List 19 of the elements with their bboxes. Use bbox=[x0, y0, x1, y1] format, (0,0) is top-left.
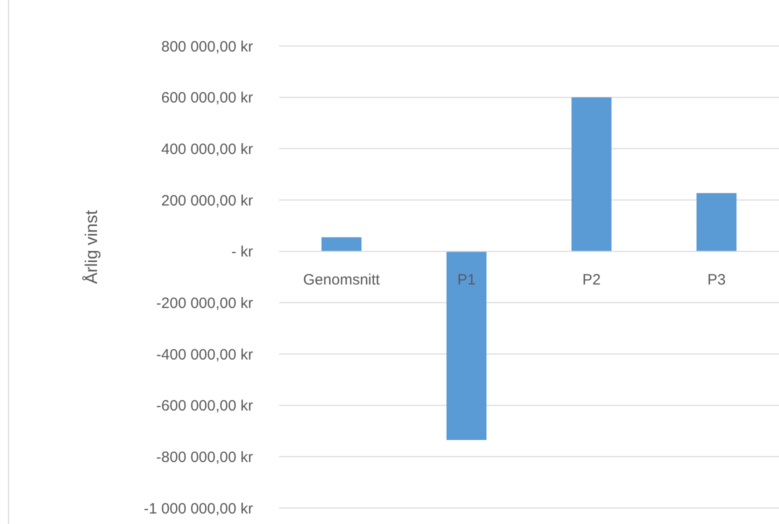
y-tick-label: 800 000,00 kr bbox=[161, 38, 253, 56]
bar bbox=[696, 193, 736, 252]
y-axis-title: Årlig vinst bbox=[82, 210, 101, 284]
bar bbox=[446, 251, 486, 440]
x-tick-label: Genomsnitt bbox=[303, 271, 381, 288]
y-tick-label: -400 000,00 kr bbox=[156, 346, 253, 364]
bar bbox=[572, 97, 612, 252]
x-tick-label: P1 bbox=[457, 271, 476, 288]
y-tick-label: -200 000,00 kr bbox=[156, 294, 253, 312]
x-tick-label: P2 bbox=[582, 271, 601, 288]
x-tick-label: P3 bbox=[707, 271, 726, 288]
y-tick-label: 200 000,00 kr bbox=[161, 192, 253, 210]
y-tick-label: 400 000,00 kr bbox=[161, 140, 253, 158]
y-tick-label: - kr bbox=[231, 244, 253, 261]
bar bbox=[322, 237, 362, 252]
y-tick-label: -1 000 000,00 kr bbox=[144, 500, 253, 518]
y-tick-label: -800 000,00 kr bbox=[156, 448, 253, 466]
y-tick-label: 600 000,00 kr bbox=[161, 90, 253, 107]
y-tick-label: -600 000,00 kr bbox=[156, 398, 253, 415]
